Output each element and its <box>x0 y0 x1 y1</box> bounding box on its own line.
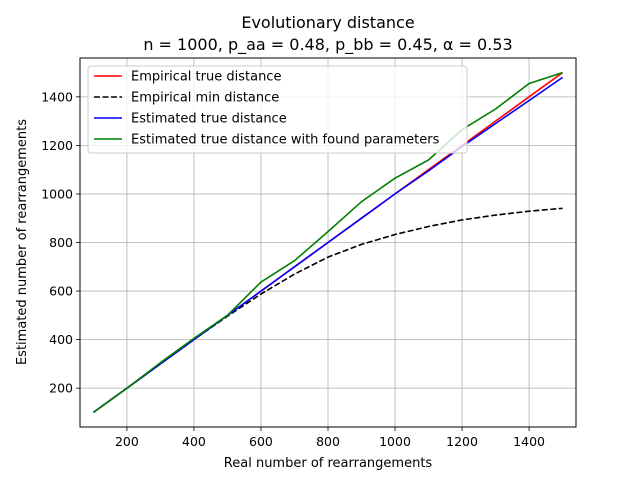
series-line-3 <box>92 71 563 414</box>
y-tick-label: 400 <box>49 332 73 347</box>
x-tick-label: 400 <box>182 434 206 449</box>
y-tick-label: 1400 <box>41 89 73 104</box>
y-tick-label: 1200 <box>41 138 73 153</box>
legend-label-0: Empirical true distance <box>131 70 281 85</box>
x-tick-label: 200 <box>115 434 139 449</box>
x-tick-label: 1000 <box>379 434 411 449</box>
chart-subtitle: n = 1000, p_aa = 0.48, p_bb = 0.45, α = … <box>143 35 512 55</box>
series-line-2 <box>92 76 564 414</box>
series-lines <box>92 71 564 414</box>
legend: Empirical true distance Empirical min dis… <box>87 65 468 154</box>
chart-title: Evolutionary distance <box>241 13 414 32</box>
y-axis-label: Estimated number of rearrangements <box>15 119 30 365</box>
legend-label-2: Estimated true distance <box>131 112 287 127</box>
x-tick-label: 600 <box>249 434 273 449</box>
y-tick-label: 600 <box>49 284 73 299</box>
y-tick-label: 1000 <box>41 186 73 201</box>
x-tick-label: 1400 <box>513 434 545 449</box>
x-tick-label: 1200 <box>446 434 478 449</box>
x-axis-label: Real number of rearrangements <box>224 456 433 471</box>
legend-label-3: Estimated true distance with found param… <box>131 133 440 148</box>
legend-label-1: Empirical min distance <box>131 91 279 106</box>
legend-box <box>87 65 468 154</box>
y-tick-label: 200 <box>49 381 73 396</box>
axis-ticks: 200 400 600 800 1000 1200 1400 200 400 600 800 1000… <box>41 89 545 449</box>
x-tick-label: 800 <box>316 434 340 449</box>
y-tick-label: 800 <box>49 235 73 250</box>
